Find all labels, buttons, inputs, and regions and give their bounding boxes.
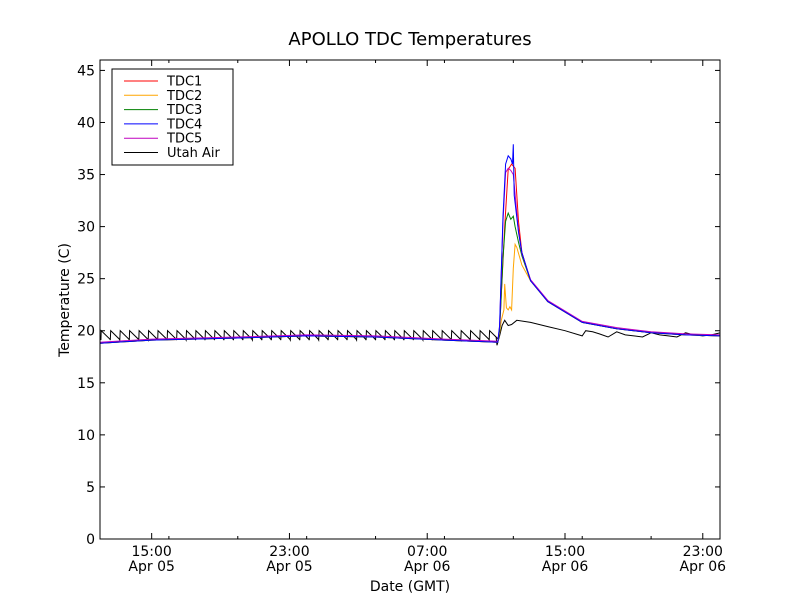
x-tick-time-label: 15:00 — [545, 544, 585, 560]
y-tick-label: 5 — [86, 480, 95, 496]
legend-label-utah-air: Utah Air — [167, 146, 220, 161]
series-line-tdc5 — [100, 167, 720, 343]
x-tick-time-label: 15:00 — [131, 544, 171, 560]
x-axis-label: Date (GMT) — [370, 579, 450, 595]
y-axis-label: Temperature (C) — [57, 243, 73, 358]
x-tick-time-label: 07:00 — [407, 544, 447, 560]
series-layer — [100, 144, 720, 346]
legend-label-tdc2: TDC2 — [166, 89, 202, 104]
legend-label-tdc4: TDC4 — [166, 117, 202, 132]
x-tick-time-label: 23:00 — [683, 544, 723, 560]
x-tick-time-label: 23:00 — [269, 544, 309, 560]
x-tick-date-label: Apr 06 — [542, 559, 589, 575]
legend-label-tdc1: TDC1 — [166, 75, 202, 90]
x-tick-date-label: Apr 06 — [680, 559, 727, 575]
series-line-tdc4 — [100, 144, 720, 344]
y-tick-label: 25 — [77, 272, 95, 288]
y-tick-label: 30 — [77, 220, 95, 236]
y-tick-label: 20 — [77, 324, 95, 340]
y-tick-label: 40 — [77, 115, 95, 131]
x-tick-date-label: Apr 06 — [404, 559, 451, 575]
y-tick-label: 45 — [77, 63, 95, 79]
legend-label-tdc5: TDC5 — [166, 132, 202, 147]
legend-label-tdc3: TDC3 — [166, 103, 202, 118]
series-line-utah-air — [100, 319, 720, 346]
y-tick-label: 15 — [77, 376, 95, 392]
legend-box — [111, 68, 234, 166]
plot-frame — [99, 59, 721, 540]
chart-title: APOLLO TDC Temperatures — [288, 29, 531, 50]
x-tick-date-label: Apr 05 — [128, 559, 174, 575]
y-tick-label: 10 — [77, 428, 95, 444]
x-tick-date-label: Apr 05 — [266, 559, 312, 575]
y-tick-label: 35 — [77, 168, 95, 184]
y-tick-label: 0 — [86, 532, 95, 548]
